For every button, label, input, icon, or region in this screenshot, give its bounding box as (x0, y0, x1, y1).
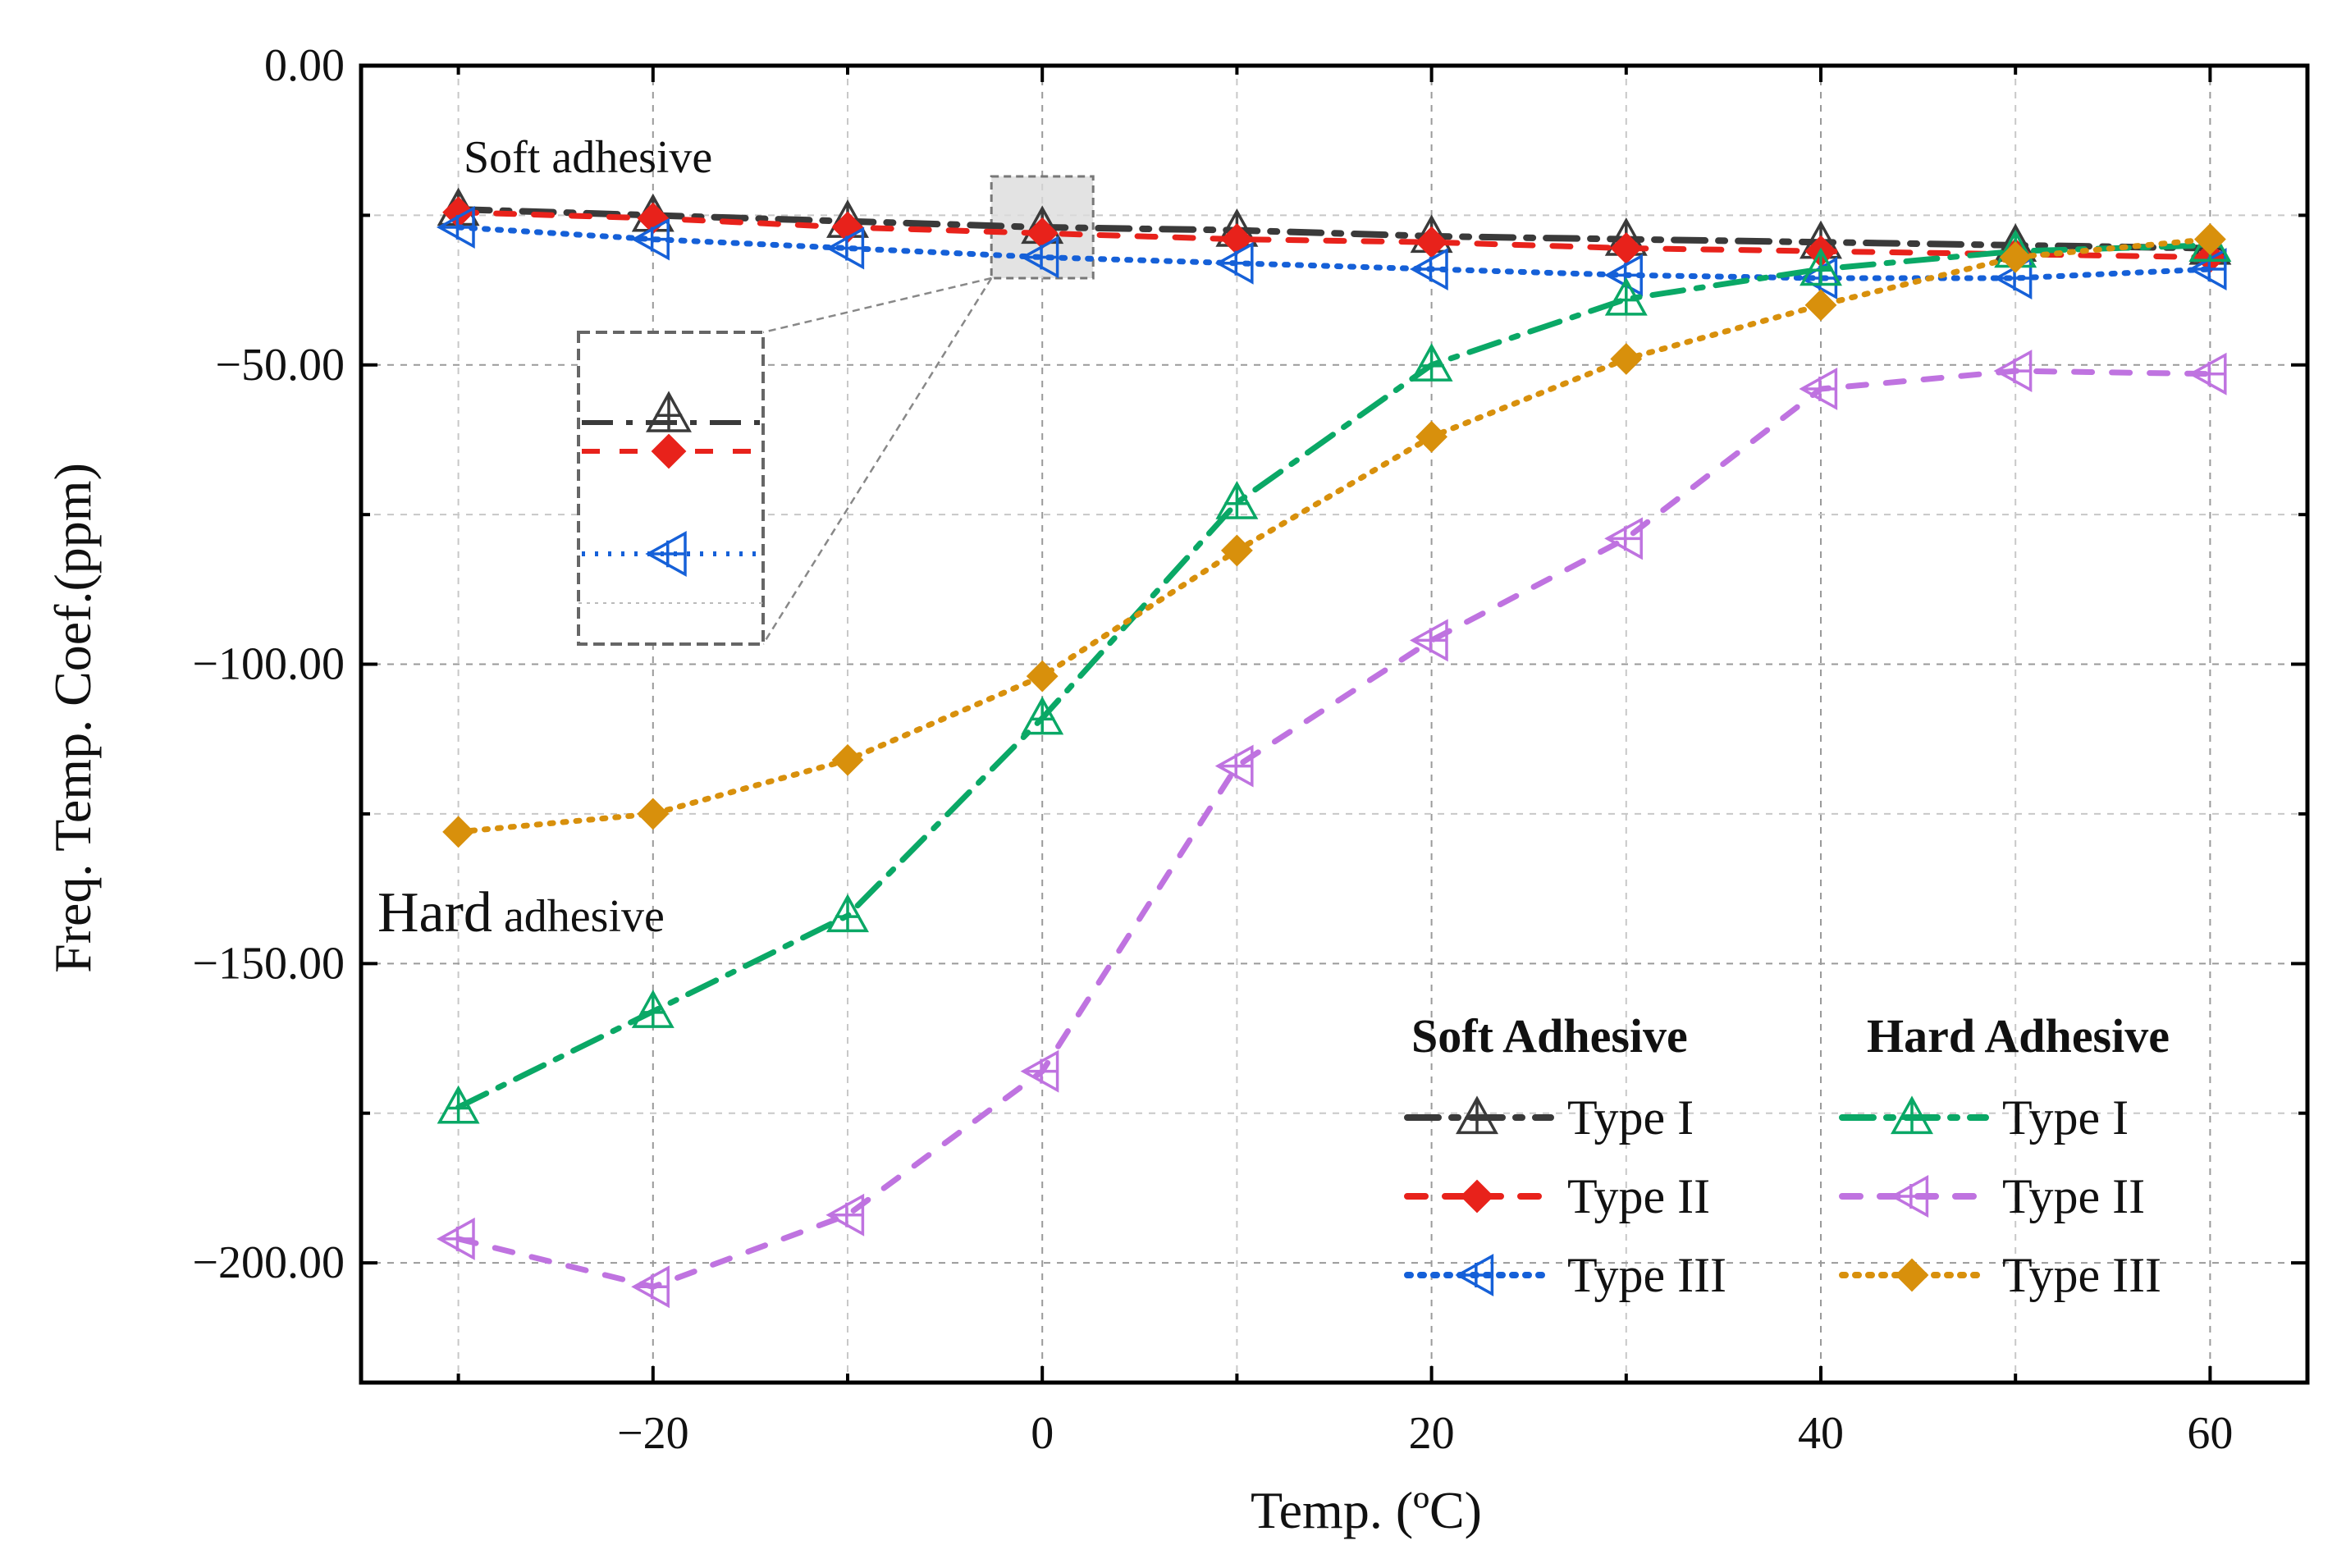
marker-hard-type-ii (2188, 352, 2227, 395)
legend: Soft Adhesive Hard Adhesive Type I Type … (1404, 1009, 2170, 1302)
legend-marker-soft-type-iii (1455, 1254, 1494, 1296)
series-layer (436, 187, 2232, 1309)
series-hard-type-ii (436, 350, 2227, 1309)
legend-label-soft-type-ii: Type II (1567, 1169, 1710, 1223)
legend-title-soft: Soft Adhesive (1411, 1009, 1688, 1063)
zoom-marker-soft-type-i (646, 391, 692, 432)
x-tick-label: 0 (1031, 1408, 1054, 1459)
marker-hard-type-ii (825, 1193, 865, 1237)
annotation-adhesive-word: adhesive (492, 891, 665, 942)
y-axis-title: Freq. Temp. Coef.(ppm) (43, 463, 102, 973)
y-tick-label: 0.00 (264, 40, 345, 91)
marker-hard-type-ii (1409, 619, 1448, 662)
marker-hard-type-i (1800, 247, 1842, 286)
marker-hard-type-ii (436, 1217, 475, 1260)
zoom-connector (761, 277, 993, 645)
y-tick-label: −100.00 (192, 639, 345, 690)
legend-marker-hard-type-ii (1890, 1175, 1929, 1218)
series-line-soft-type-ii (455, 209, 2213, 260)
x-tick-label: 40 (1798, 1408, 1844, 1459)
annotation-hard-word: Hard (377, 881, 492, 944)
marker-hard-type-ii (1214, 744, 1254, 788)
marker-hard-type-iii (637, 798, 670, 830)
series-line-hard-type-iii (455, 236, 2213, 835)
series-line-hard-type-ii (455, 368, 2213, 1290)
plot-frame (359, 63, 2310, 1385)
marker-hard-type-iii (1610, 343, 1643, 375)
zoom-connector (762, 277, 992, 334)
series-line-hard-type-i (455, 242, 2213, 1110)
legend-title-hard: Hard Adhesive (1867, 1009, 2170, 1063)
zoom-inset-box (577, 331, 765, 646)
legend-marks (1404, 1095, 1989, 1296)
legend-marker-soft-type-ii (1460, 1179, 1494, 1214)
legend-label-soft-type-i: Type I (1567, 1090, 1694, 1145)
marker-hard-type-iii (1804, 289, 1837, 322)
series-line-soft-type-i (455, 206, 2214, 252)
marker-soft-type-iii (1409, 248, 1448, 291)
legend-marker-soft-type-i (1456, 1095, 1498, 1135)
x-tick-label: 60 (2187, 1408, 2233, 1459)
legend-label-hard-type-ii: Type II (2002, 1169, 2145, 1223)
zoom-marker-soft-type-ii (651, 433, 687, 469)
marker-hard-type-iii (1415, 420, 1448, 453)
legend-label-hard-type-i: Type I (2002, 1090, 2129, 1145)
marker-soft-type-iii (1214, 241, 1254, 285)
annotation-hard-adhesive: Hard adhesive (377, 881, 665, 944)
series-hard-type-iii (442, 223, 2226, 848)
marker-soft-type-iii (825, 226, 865, 270)
marker-hard-type-iii (1999, 241, 2032, 273)
marker-soft-type-iii (436, 206, 475, 249)
series-line-soft-type-iii (455, 224, 2213, 281)
x-tick-label: −20 (617, 1408, 689, 1459)
marker-hard-type-ii (631, 1265, 670, 1309)
series-soft-type-iii (436, 206, 2227, 299)
marker-hard-type-iii (831, 743, 864, 776)
marker-hard-type-ii (1020, 1049, 1059, 1093)
legend-marker-hard-type-i (1891, 1095, 1933, 1135)
zoom-marker-soft-type-iii (645, 531, 687, 577)
marker-hard-type-iii (1220, 534, 1253, 567)
marker-hard-type-i (1215, 480, 1259, 519)
marker-hard-type-i (1021, 696, 1064, 735)
y-tick-label: −200.00 (192, 1237, 345, 1288)
y-tick-label: −50.00 (215, 340, 345, 391)
marker-hard-type-ii (1799, 367, 1838, 410)
y-tick-label: −150.00 (192, 938, 345, 989)
marker-hard-type-ii (1993, 350, 2033, 393)
series-soft-type-ii (442, 196, 2226, 273)
marker-hard-type-i (631, 990, 675, 1028)
marker-hard-type-i (826, 894, 869, 933)
marker-hard-type-iii (2193, 223, 2226, 255)
plot-area (361, 66, 2307, 1383)
axis-layer: −20 0 20 40 60 0.00 −50.00 −100.00 −150.00 −200.0… (192, 40, 2310, 1459)
marker-hard-type-iii (1026, 660, 1059, 693)
x-tick-label: 20 (1409, 1408, 1455, 1459)
marker-hard-type-i (437, 1085, 480, 1124)
legend-label-hard-type-iii: Type III (2002, 1248, 2161, 1302)
marker-hard-type-iii (442, 816, 475, 848)
legend-label-soft-type-iii: Type III (1567, 1248, 1726, 1302)
annotation-soft-adhesive: Soft adhesive (464, 132, 712, 183)
marker-soft-type-iii (1020, 235, 1059, 279)
legend-marker-hard-type-iii (1895, 1258, 1929, 1292)
x-axis-title: Temp. (ºC) (1251, 1481, 1482, 1539)
marker-hard-type-i (1410, 343, 1453, 382)
marker-hard-type-i (1604, 277, 1648, 316)
marker-hard-type-ii (1604, 517, 1643, 560)
grid-layer (361, 65, 2307, 1383)
marker-soft-type-iii (631, 217, 670, 261)
